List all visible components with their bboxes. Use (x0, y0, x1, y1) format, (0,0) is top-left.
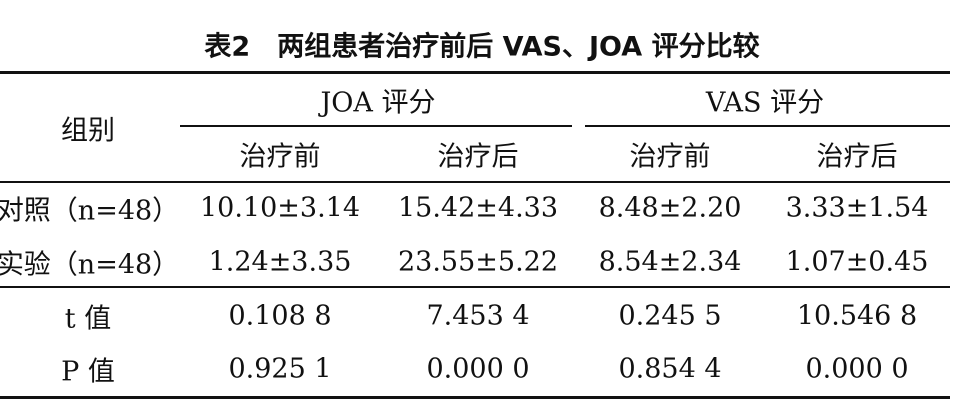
cell: 0.000 0 (805, 353, 909, 385)
cell: 0.245 5 (618, 300, 722, 332)
header-cell: JOA 评分 (320, 87, 436, 119)
header-cell: 治疗前 (239, 141, 321, 173)
cell: 10.10±3.14 (199, 192, 361, 224)
row-label: P 值 (61, 356, 115, 388)
row-label: t 值 (64, 303, 112, 335)
group-rule (585, 125, 950, 127)
cell: 0.108 8 (228, 300, 332, 332)
cell: 1.24±3.35 (208, 246, 352, 278)
header-cell: 治疗后 (437, 141, 519, 173)
cell: 15.42±4.33 (397, 192, 559, 224)
table-title: 表2 两组患者治疗前后 VAS、JOA 评分比较 (204, 31, 760, 63)
row-label: 对照（n=48） (0, 195, 180, 227)
mid-rule (0, 286, 950, 288)
cell: 0.854 4 (618, 353, 722, 385)
cell: 3.33±1.54 (785, 192, 929, 224)
header-cell: 治疗前 (629, 141, 711, 173)
cell: 8.54±2.34 (598, 246, 742, 278)
cell: 0.925 1 (228, 353, 332, 385)
top-rule (0, 71, 950, 74)
cell: 10.546 8 (796, 300, 918, 332)
cell: 7.453 4 (426, 300, 530, 332)
header-cell: 组别 (61, 115, 115, 147)
bottom-rule (0, 396, 950, 399)
group-rule (180, 125, 572, 127)
header-rule (0, 181, 950, 183)
row-label: 实验（n=48） (0, 249, 180, 281)
header-cell: VAS 评分 (705, 87, 825, 119)
header-cell: 治疗后 (816, 141, 898, 173)
cell: 23.55±5.22 (397, 246, 559, 278)
cell: 8.48±2.20 (598, 192, 742, 224)
cell: 1.07±0.45 (785, 246, 929, 278)
cell: 0.000 0 (426, 353, 530, 385)
